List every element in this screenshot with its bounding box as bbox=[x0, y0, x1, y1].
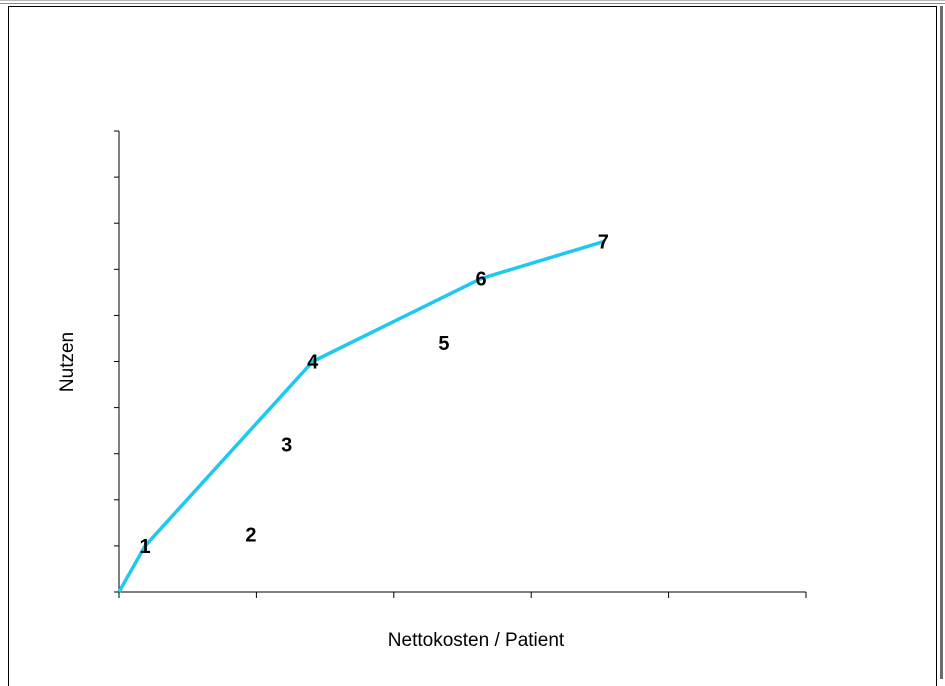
point-label-6: 6 bbox=[475, 269, 486, 291]
chart-frame bbox=[8, 6, 937, 686]
ticks bbox=[114, 130, 807, 598]
point-label-3: 3 bbox=[281, 434, 292, 456]
point-label-1: 1 bbox=[140, 536, 151, 558]
point-label-5: 5 bbox=[438, 333, 449, 355]
point-label-2: 2 bbox=[245, 524, 256, 546]
top-rule bbox=[0, 0, 945, 4]
x-axis-label: Nettokosten / Patient bbox=[388, 630, 565, 651]
y-axis-label: Nutzen bbox=[57, 332, 78, 392]
frame-shadow bbox=[940, 6, 943, 679]
axes bbox=[118, 131, 806, 593]
point-label-4: 4 bbox=[307, 352, 319, 374]
efficiency-frontier-line bbox=[117, 239, 604, 593]
point-labels: 1 2 3 4 5 6 7 bbox=[140, 232, 609, 558]
point-label-7: 7 bbox=[598, 232, 609, 254]
